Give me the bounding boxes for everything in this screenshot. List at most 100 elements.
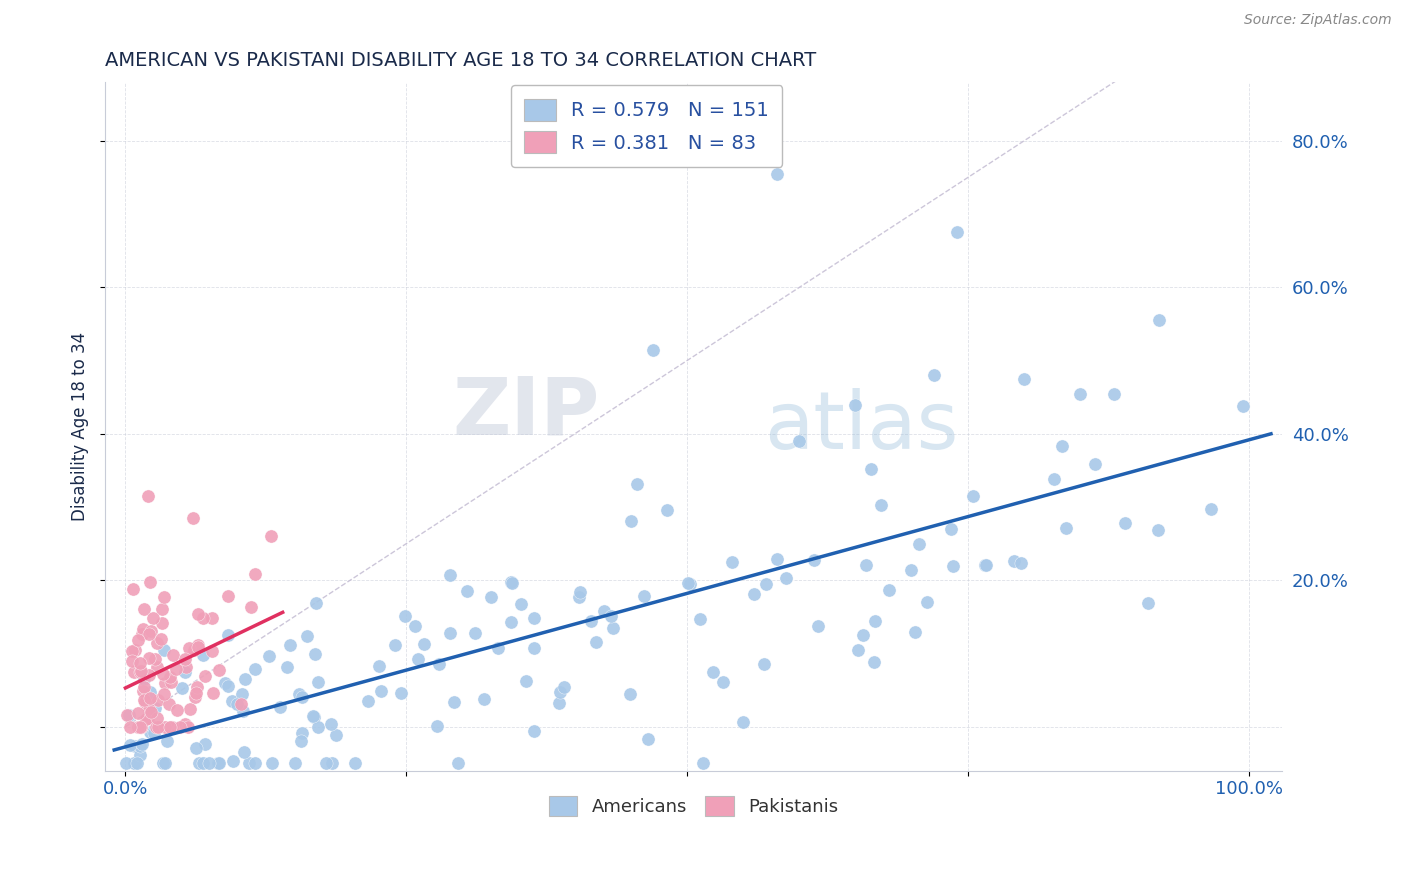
Point: [132, 681, 155, 695]
Point: [226, 697, 249, 711]
Point: [499, 615, 522, 629]
Point: [139, 705, 162, 719]
Point: [370, 684, 392, 698]
Point: [153, 590, 176, 604]
Point: [138, 690, 160, 705]
Point: [755, 576, 778, 591]
Point: [315, 756, 337, 770]
Point: [593, 603, 616, 617]
Point: [295, 629, 318, 643]
Point: [232, 745, 254, 759]
Point: [139, 724, 162, 739]
Point: [153, 688, 176, 702]
Point: [852, 628, 875, 642]
Point: [290, 734, 312, 748]
Point: [217, 628, 239, 642]
Point: [145, 720, 167, 734]
Point: [187, 638, 209, 652]
Point: [765, 551, 787, 566]
Point: [1084, 457, 1107, 471]
Point: [855, 558, 877, 572]
Text: atlas: atlas: [765, 387, 959, 466]
Point: [1010, 556, 1032, 570]
Point: [134, 672, 156, 686]
Point: [569, 584, 592, 599]
Text: ZIP: ZIP: [453, 374, 599, 451]
Point: [143, 652, 166, 666]
Point: [389, 686, 412, 700]
Point: [162, 648, 184, 662]
Point: [160, 674, 183, 689]
Point: [243, 662, 266, 676]
Point: [600, 608, 623, 623]
Point: [1102, 386, 1125, 401]
Point: [1136, 596, 1159, 610]
Point: [721, 555, 744, 569]
Point: [132, 601, 155, 615]
Point: [208, 756, 231, 771]
Point: [217, 679, 239, 693]
Point: [187, 607, 209, 621]
Point: [222, 754, 245, 768]
Point: [321, 756, 343, 771]
Text: Source: ZipAtlas.com: Source: ZipAtlas.com: [1244, 13, 1392, 28]
Point: [479, 590, 502, 604]
Point: [169, 720, 191, 734]
Point: [408, 651, 430, 665]
Point: [138, 651, 160, 665]
Point: [187, 640, 209, 654]
Point: [579, 614, 602, 628]
Point: [633, 589, 655, 603]
Point: [174, 716, 197, 731]
Point: [179, 701, 201, 715]
Point: [713, 674, 735, 689]
Point: [754, 657, 776, 671]
Point: [321, 717, 343, 731]
Point: [186, 740, 208, 755]
Point: [243, 756, 266, 771]
Point: [136, 489, 159, 503]
Point: [127, 632, 149, 647]
Point: [174, 660, 197, 674]
Point: [181, 511, 204, 525]
Point: [135, 713, 157, 727]
Point: [118, 738, 141, 752]
Point: [152, 643, 174, 657]
Point: [173, 651, 195, 665]
Point: [162, 720, 184, 734]
Point: [962, 489, 984, 503]
Point: [121, 654, 143, 668]
Point: [260, 529, 283, 543]
Point: [146, 692, 169, 706]
Point: [626, 477, 648, 491]
Point: [548, 697, 571, 711]
Point: [187, 756, 209, 771]
Point: [692, 756, 714, 771]
Text: AMERICAN VS PAKISTANI DISABILITY AGE 18 TO 34 CORRELATION CHART: AMERICAN VS PAKISTANI DISABILITY AGE 18 …: [105, 51, 817, 70]
Legend: Americans, Pakistanis: Americans, Pakistanis: [541, 789, 846, 823]
Point: [472, 691, 495, 706]
Point: [145, 660, 167, 674]
Point: [129, 656, 152, 670]
Point: [124, 643, 146, 657]
Point: [155, 756, 177, 771]
Point: [291, 690, 314, 704]
Point: [129, 739, 152, 753]
Point: [142, 610, 165, 624]
Point: [307, 674, 329, 689]
Point: [456, 584, 478, 599]
Point: [1069, 386, 1091, 401]
Point: [257, 648, 280, 663]
Point: [766, 167, 789, 181]
Point: [202, 686, 225, 700]
Point: [184, 690, 207, 705]
Point: [807, 619, 830, 633]
Point: [427, 657, 450, 671]
Point: [235, 672, 257, 686]
Point: [280, 639, 302, 653]
Point: [585, 634, 607, 648]
Point: [620, 515, 643, 529]
Point: [1147, 313, 1170, 327]
Point: [150, 632, 173, 646]
Point: [877, 583, 900, 598]
